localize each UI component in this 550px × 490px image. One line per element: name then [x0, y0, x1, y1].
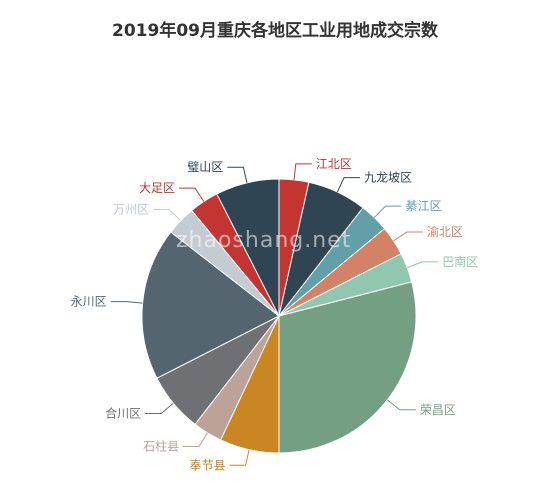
chart-title: 2019年09月重庆各地区工业用地成交宗数: [112, 21, 438, 41]
slice-label: 江北区: [316, 157, 352, 171]
label-leader-line: [336, 177, 361, 193]
slice-label: 璧山区: [187, 159, 223, 174]
label-leader-line: [153, 209, 181, 222]
label-leader-line: [227, 166, 248, 183]
slice-label: 奉节县: [190, 458, 226, 472]
slice-label: 永川区: [71, 295, 107, 309]
watermark: zhaoshang.net: [176, 228, 352, 253]
pie-slice[interactable]: [141, 231, 280, 379]
label-leader-line: [373, 205, 402, 218]
slice-label: 渝北区: [427, 224, 463, 239]
slice-label: 万州区: [113, 203, 149, 217]
label-leader-line: [179, 187, 205, 202]
slice-label: 巴南区: [442, 254, 478, 269]
pie-slices: [141, 178, 417, 454]
slice-label: 合川区: [105, 406, 141, 421]
label-leader-line: [386, 399, 416, 411]
slice-label: 荣昌区: [420, 403, 456, 417]
slice-label: 九龙坡区: [364, 171, 412, 185]
slice-label: 石柱县: [143, 439, 179, 454]
label-leader-line: [293, 163, 312, 180]
slice-label: 大足区: [139, 181, 175, 195]
label-leader-line: [229, 449, 250, 466]
slice-label: 綦江区: [406, 199, 442, 213]
pie-slice[interactable]: [216, 178, 280, 317]
label-leader-line: [145, 402, 174, 414]
label-leader-line: [393, 231, 423, 242]
label-leader-line: [407, 261, 439, 269]
pie-slice[interactable]: [278, 281, 417, 454]
label-leader-line: [183, 432, 208, 447]
label-leader-line: [110, 301, 143, 304]
